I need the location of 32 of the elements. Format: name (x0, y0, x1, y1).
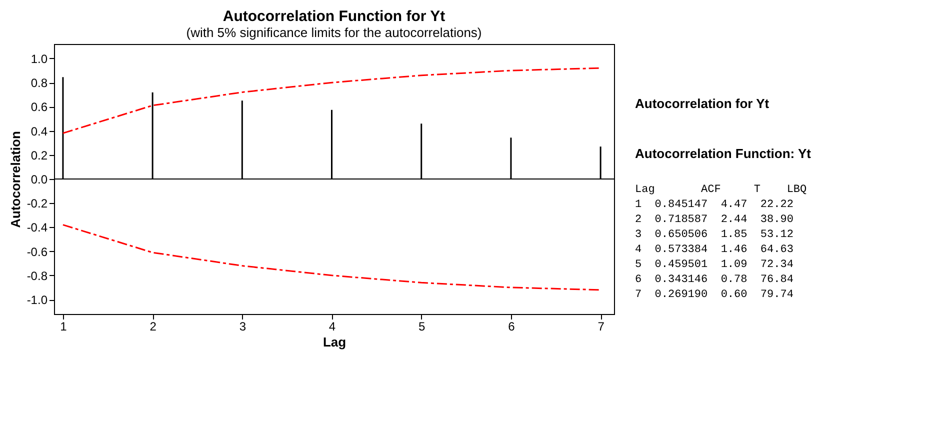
x-tick-label: 5 (418, 320, 426, 334)
y-tick-label: -0.6 (26, 244, 48, 259)
text: 6 0.343146 0.78 76.84 (635, 274, 794, 286)
y-tick-label: 1.0 (30, 52, 48, 66)
text: 2 0.718587 2.44 38.90 (635, 214, 794, 226)
text: Autocorrelation Function: Yt (635, 146, 812, 161)
y-tick-label: 0.4 (30, 124, 48, 138)
y-tick-label: 0.6 (30, 100, 48, 114)
y-tick-label: -1.0 (26, 293, 48, 308)
y-tick-label: -0.8 (26, 268, 48, 283)
x-axis-title: Lag (322, 334, 346, 350)
text: 3 0.650506 1.85 53.12 (635, 229, 794, 241)
x-tick-label: 3 (239, 320, 246, 334)
text: 7 0.269190 0.60 79.74 (635, 289, 794, 301)
text: 5 0.459501 1.09 72.34 (635, 259, 794, 271)
text: 1 0.845147 4.47 22.22 (635, 199, 794, 211)
y-tick-label: -0.4 (26, 220, 48, 235)
x-tick-label: 6 (508, 320, 516, 334)
x-tick-label: 7 (598, 320, 605, 334)
y-tick-label: 0.2 (30, 148, 48, 162)
y-tick-label: -0.2 (26, 196, 48, 211)
x-tick-label: 4 (328, 320, 336, 334)
x-tick-label: 2 (150, 320, 157, 334)
y-tick-label: 0.8 (30, 76, 48, 90)
chart-title: Autocorrelation Function for Yt (222, 8, 446, 25)
text: Lag ACF T LBQ (635, 184, 808, 196)
chart-subtitle: (with 5% significance limits for the autocorrelations) (186, 25, 482, 40)
y-tick-label: 0.0 (30, 172, 48, 186)
y-axis-title: Autocorrelation (8, 131, 23, 228)
x-tick-label: 1 (60, 320, 68, 334)
text: Autocorrelation for Yt (635, 96, 770, 111)
text: 4 0.573384 1.46 64.63 (635, 244, 794, 256)
